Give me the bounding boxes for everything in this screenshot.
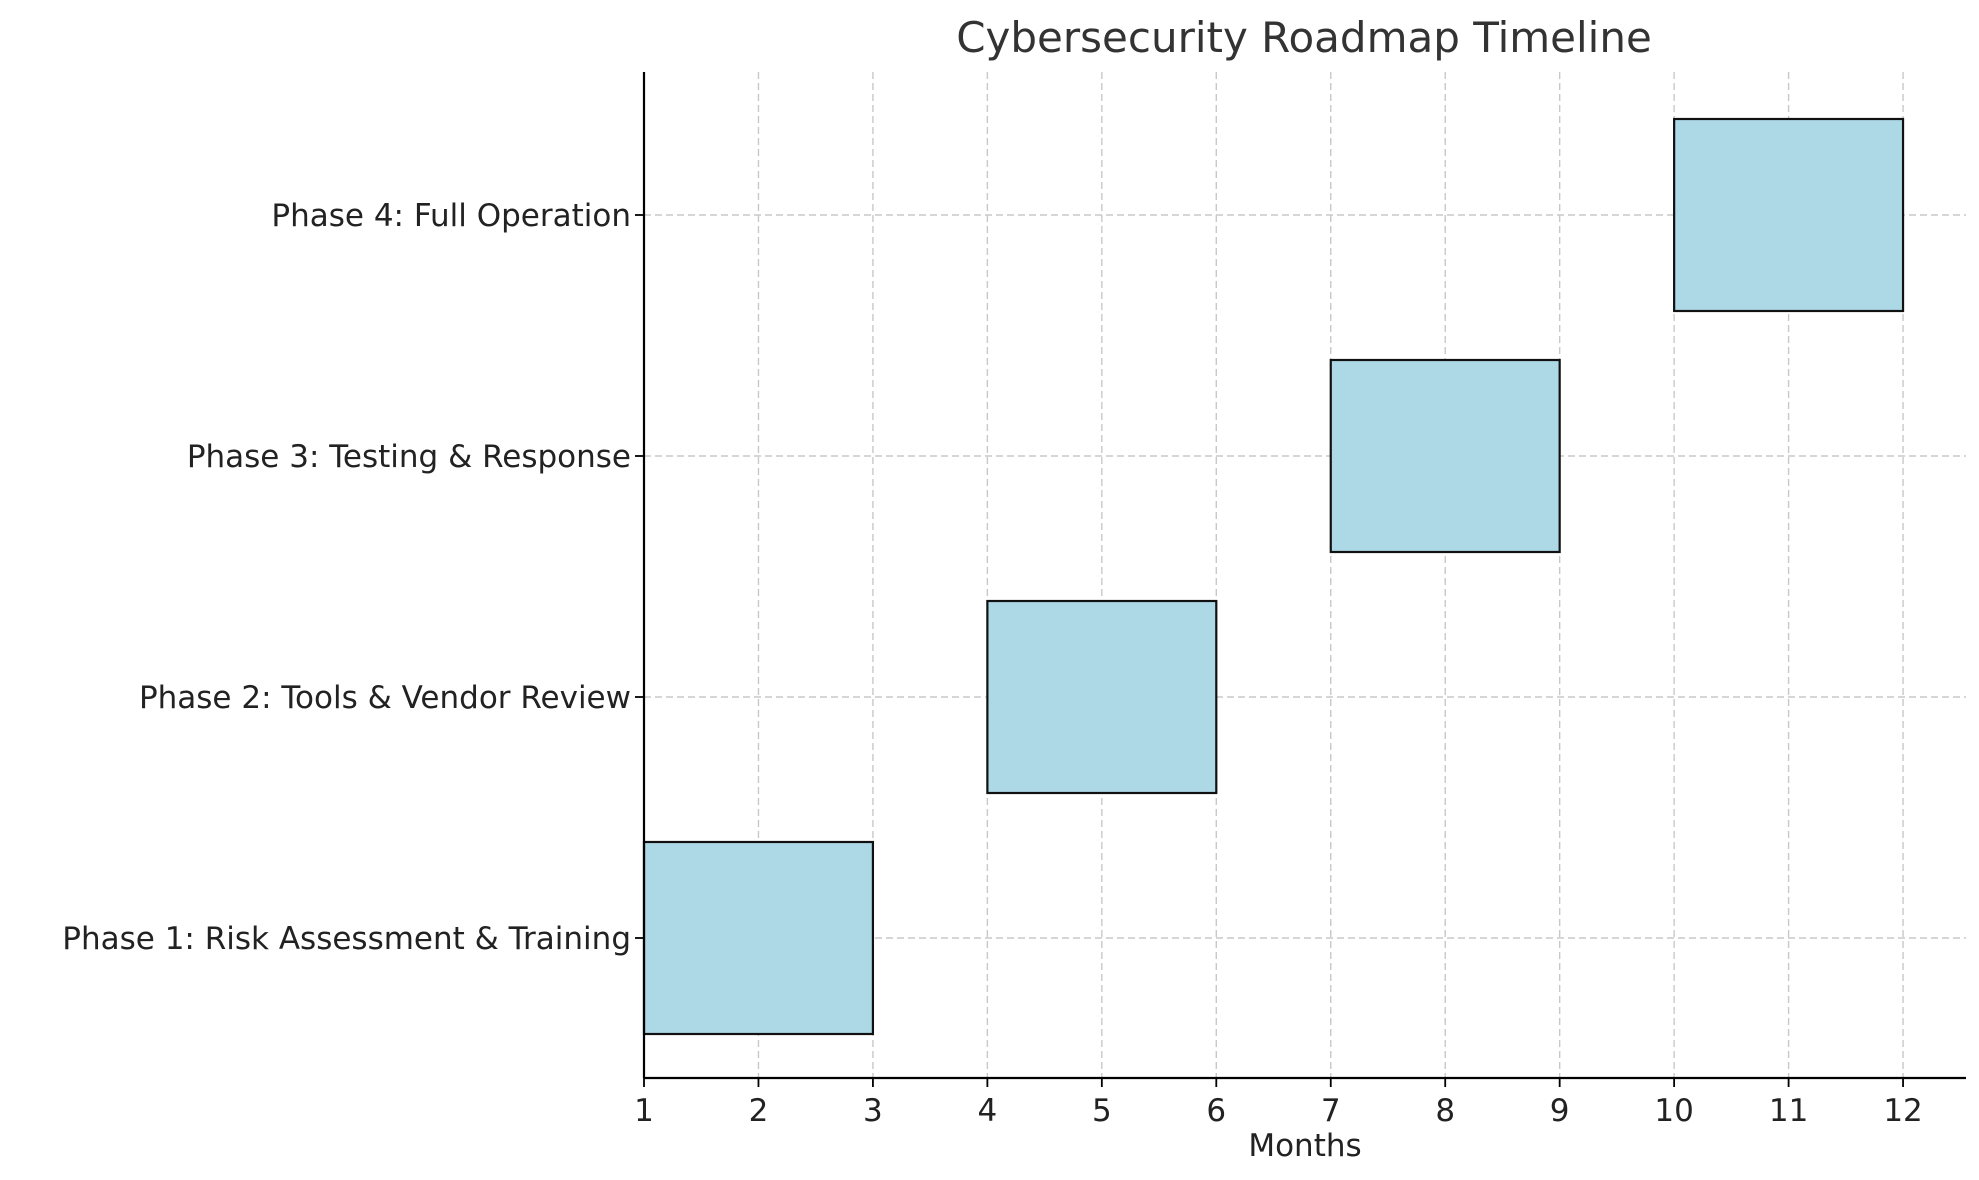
x-tick-label: 8 [1435,1093,1455,1129]
x-tick-label: 4 [978,1093,998,1129]
y-tick-label: Phase 1: Risk Assessment & Training [62,921,631,957]
x-tick-label: 2 [749,1093,769,1129]
x-tick-label: 5 [1092,1093,1112,1129]
task-bar [642,840,875,1036]
x-tick-label: 11 [1769,1093,1808,1129]
x-tick-label: 3 [863,1093,883,1129]
chart-title: Cybersecurity Roadmap Timeline [956,13,1652,62]
x-tick-label: 7 [1321,1093,1341,1129]
x-tick-label: 9 [1550,1093,1570,1129]
task-bar [1329,358,1561,554]
x-tick-label: 1 [634,1093,654,1129]
task-bar [986,599,1218,795]
bars [642,117,1905,1036]
x-tick-label: 6 [1206,1093,1226,1129]
x-tick-label: 10 [1654,1093,1693,1129]
x-axis-title: Months [1248,1128,1361,1164]
y-tick-label: Phase 4: Full Operation [271,198,631,234]
x-tick-label: 12 [1883,1093,1922,1129]
axes [635,72,1966,1087]
y-tick-label: Phase 3: Testing & Response [187,439,631,475]
task-bar [1673,117,1905,313]
y-tick-label: Phase 2: Tools & Vendor Review [139,680,631,716]
